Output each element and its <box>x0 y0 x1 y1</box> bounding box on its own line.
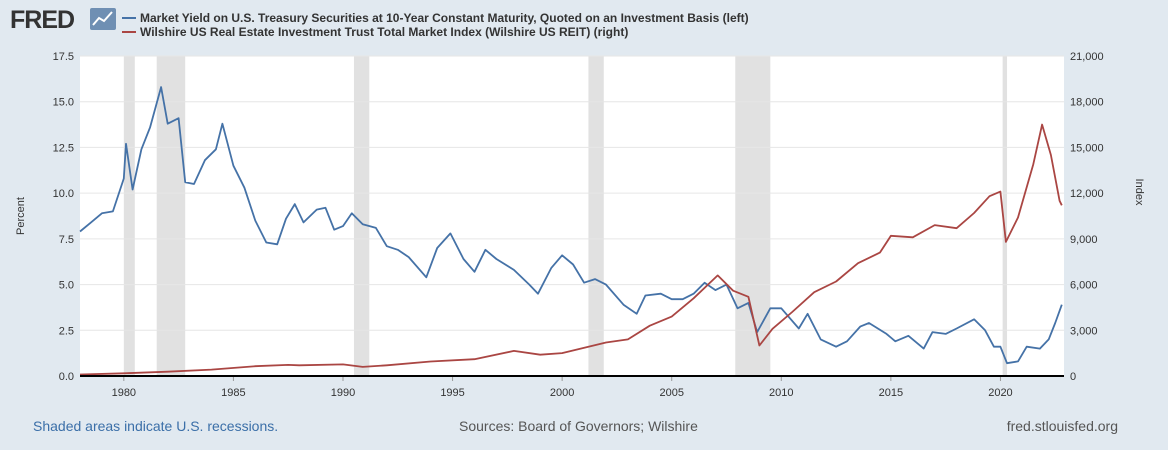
x-axis-tick-label: 1990 <box>331 387 355 399</box>
recession-note[interactable]: Shaded areas indicate U.S. recessions. <box>33 418 279 434</box>
series-line-treasury-yield <box>79 86 1063 365</box>
recession-band <box>1002 56 1008 376</box>
x-axis-tick-label: 1995 <box>440 387 464 399</box>
recession-band <box>735 56 771 376</box>
right-axis-tick-label: 3,000 <box>1070 325 1098 337</box>
right-axis-tick-label: 21,000 <box>1070 51 1104 63</box>
recession-band <box>588 56 604 376</box>
legend-swatch-treasury <box>122 17 136 19</box>
right-axis-tick-label: 15,000 <box>1070 142 1104 154</box>
left-axis-tick-label: 12.5 <box>53 142 74 154</box>
x-axis-tick-label: 2000 <box>550 387 574 399</box>
left-axis-tick-label: 15.0 <box>53 97 74 109</box>
x-axis-tick-label: 1980 <box>112 387 136 399</box>
legend-item-treasury: Market Yield on U.S. Treasury Securities… <box>122 11 749 25</box>
right-axis-tick-label: 9,000 <box>1070 234 1098 246</box>
legend-label-treasury[interactable]: Market Yield on U.S. Treasury Securities… <box>140 11 749 25</box>
recession-band <box>156 56 186 376</box>
left-axis-tick-label: 10.0 <box>53 188 74 200</box>
fred-logo[interactable]: FRED <box>10 6 75 34</box>
sources-text: Sources: Board of Governors; Wilshire <box>459 418 698 434</box>
right-axis-tick-label: 12,000 <box>1070 188 1104 200</box>
fred-logo-chart-icon <box>90 8 116 30</box>
legend-item-reit: Wilshire US Real Estate Investment Trust… <box>122 25 749 39</box>
series-line-wilshire-reit <box>79 123 1063 376</box>
legend-swatch-reit <box>122 31 136 33</box>
left-axis-tick-label: 17.5 <box>53 51 74 63</box>
x-axis-tick-label: 1985 <box>221 387 245 399</box>
legend-label-reit[interactable]: Wilshire US Real Estate Investment Trust… <box>140 25 629 39</box>
x-axis-tick-label: 2010 <box>769 387 793 399</box>
recession-band <box>123 56 135 376</box>
left-axis-tick-label: 5.0 <box>59 280 74 292</box>
chart-legend: Market Yield on U.S. Treasury Securities… <box>122 11 749 39</box>
left-axis-tick-label: 7.5 <box>59 234 74 246</box>
right-axis-tick-label: 18,000 <box>1070 97 1104 109</box>
recession-band <box>353 56 370 376</box>
x-axis-tick-label: 2005 <box>659 387 683 399</box>
left-axis-tick-label: 2.5 <box>59 325 74 337</box>
x-axis-tick-label: 2015 <box>879 387 903 399</box>
site-link[interactable]: fred.stlouisfed.org <box>1006 418 1118 434</box>
right-axis-label: Index <box>1133 179 1145 206</box>
left-axis-tick-label: 0.0 <box>59 371 74 383</box>
right-axis-tick-label: 0 <box>1070 371 1076 383</box>
line-chart[interactable]: 0.0 0 2.5 3,000 5.0 6,000 7.5 9,000 10.0 12,000 12… <box>0 0 1168 410</box>
x-axis-tick-label: 2020 <box>988 387 1012 399</box>
left-axis-label: Percent <box>15 197 27 235</box>
plot-area <box>80 56 1064 376</box>
right-axis-tick-label: 6,000 <box>1070 280 1098 292</box>
